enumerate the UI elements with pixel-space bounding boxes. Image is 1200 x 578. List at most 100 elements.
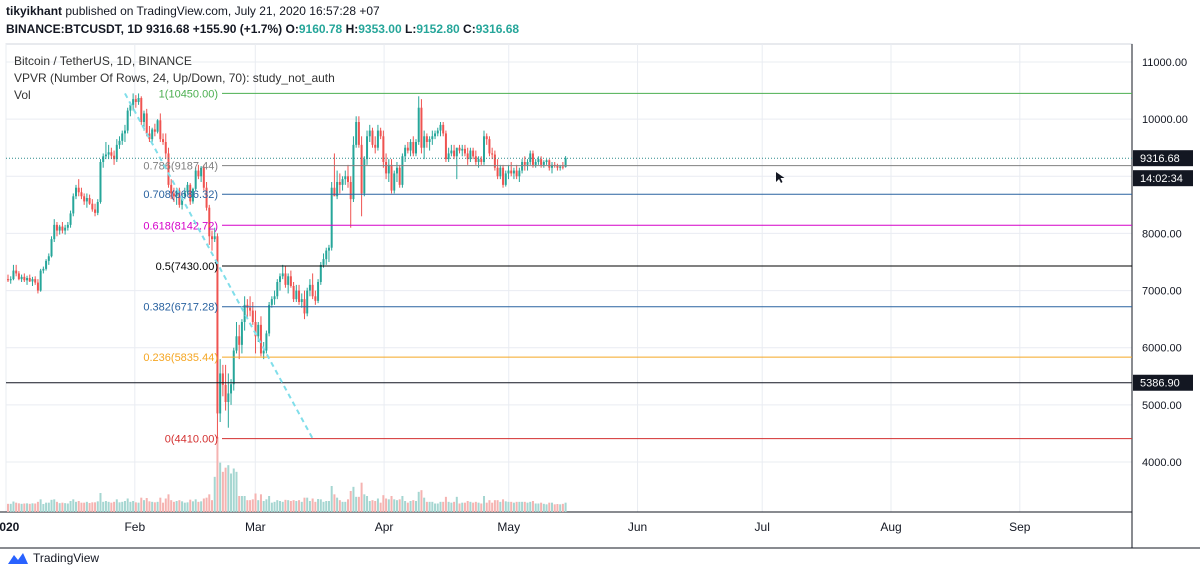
candle-body: [77, 187, 80, 193]
author-name[interactable]: tikyikhant: [6, 4, 63, 18]
volume-bar: [319, 499, 322, 512]
candle-body: [314, 296, 317, 301]
candle-body: [273, 296, 276, 300]
volume-bar: [512, 502, 515, 512]
candle-body: [317, 282, 320, 301]
volume-bar: [238, 496, 241, 512]
candle-body: [434, 133, 437, 137]
high-label: H:: [345, 22, 359, 36]
candle-body: [453, 150, 456, 157]
candle-body: [311, 284, 314, 297]
indicator-volume-label[interactable]: Vol: [14, 88, 31, 102]
candle-body: [349, 182, 352, 200]
cursor-arrow-icon: [776, 172, 785, 183]
volume-bar: [104, 501, 107, 512]
volume-bar: [55, 501, 58, 512]
candle-body: [439, 124, 442, 131]
candle-body: [279, 276, 281, 282]
volume-bar: [34, 503, 37, 512]
candle-body: [406, 147, 409, 151]
volume-bar: [186, 502, 189, 512]
volume-bar: [502, 499, 505, 512]
volume-bar: [66, 503, 69, 512]
volume-bar: [548, 502, 551, 512]
candle-body: [216, 236, 219, 414]
candle-body: [488, 139, 491, 154]
volume-bar: [488, 500, 491, 512]
volume-bar: [385, 498, 388, 512]
volume-bar: [551, 502, 553, 512]
volume-bar: [374, 501, 377, 512]
candle-body: [211, 236, 213, 240]
volume-bar: [415, 501, 417, 512]
candle-body: [50, 239, 53, 257]
volume-bar: [88, 503, 91, 512]
volume-bar: [279, 501, 281, 512]
volume-bar: [235, 471, 238, 512]
candle-body: [420, 107, 423, 148]
volume-bar: [85, 501, 88, 512]
y-tick-label: 11000.00: [1142, 57, 1187, 69]
volume-bar: [428, 501, 431, 512]
candle-body: [15, 270, 18, 274]
candle-body: [412, 142, 415, 154]
candle-body: [145, 113, 148, 134]
chart-title: Bitcoin / TetherUS, 1D, BINANCE: [14, 54, 192, 68]
candle-body: [132, 99, 135, 105]
volume-bar: [379, 502, 382, 512]
indicator-vpvr-label[interactable]: VPVR (Number Of Rows, 24, Up/Down, 70): …: [14, 71, 335, 85]
candle-body: [292, 286, 295, 300]
volume-bar: [20, 503, 23, 512]
candle-body: [96, 202, 99, 213]
candle-body: [238, 336, 241, 345]
candle-body: [390, 164, 393, 191]
volume-bar: [270, 502, 273, 512]
volume-bar: [202, 498, 205, 512]
volume-bar: [230, 473, 233, 512]
volume-bar: [208, 494, 211, 512]
volume-bar: [50, 499, 53, 512]
candle-body: [425, 136, 428, 142]
y-tick-label: 10000.00: [1142, 114, 1188, 126]
volume-bar: [159, 497, 162, 512]
volume-bar: [140, 497, 143, 512]
candle-body: [200, 167, 203, 177]
volume-bar: [148, 501, 151, 512]
x-tick-label: Jun: [628, 520, 647, 534]
candle-body: [284, 273, 287, 285]
volume-bar: [455, 496, 458, 512]
countdown-tag: [1133, 170, 1193, 187]
volume-bar: [287, 500, 290, 512]
tradingview-logo[interactable]: TradingView: [7, 551, 99, 565]
candle-body: [156, 120, 159, 132]
candle-body: [344, 176, 347, 180]
volume-bar: [151, 501, 154, 512]
candle-body: [170, 184, 173, 194]
candle-body: [53, 224, 56, 240]
candle-body: [28, 278, 31, 282]
candle-body: [72, 196, 75, 214]
candle-body: [542, 162, 545, 165]
volume-bar: [126, 498, 129, 512]
volume-bar: [175, 501, 178, 512]
candle-body: [189, 184, 192, 202]
volume-bar: [268, 496, 271, 512]
volume-bar: [12, 501, 15, 512]
candle-body: [306, 290, 309, 314]
candle-body: [243, 304, 246, 322]
volume-bar: [303, 497, 306, 512]
candle-body: [336, 182, 339, 197]
candle-body: [262, 350, 265, 354]
volume-bar: [406, 502, 409, 512]
y-tick-label: 4000.00: [1142, 457, 1182, 469]
volume-bar: [368, 501, 371, 512]
candle-body: [382, 136, 385, 162]
candle-body: [526, 162, 529, 165]
volume-bar: [162, 502, 165, 512]
volume-bar: [404, 501, 407, 512]
volume-bar: [376, 498, 379, 512]
candle-body: [357, 122, 360, 145]
candle-body: [129, 104, 132, 111]
volume-bar: [493, 500, 496, 512]
